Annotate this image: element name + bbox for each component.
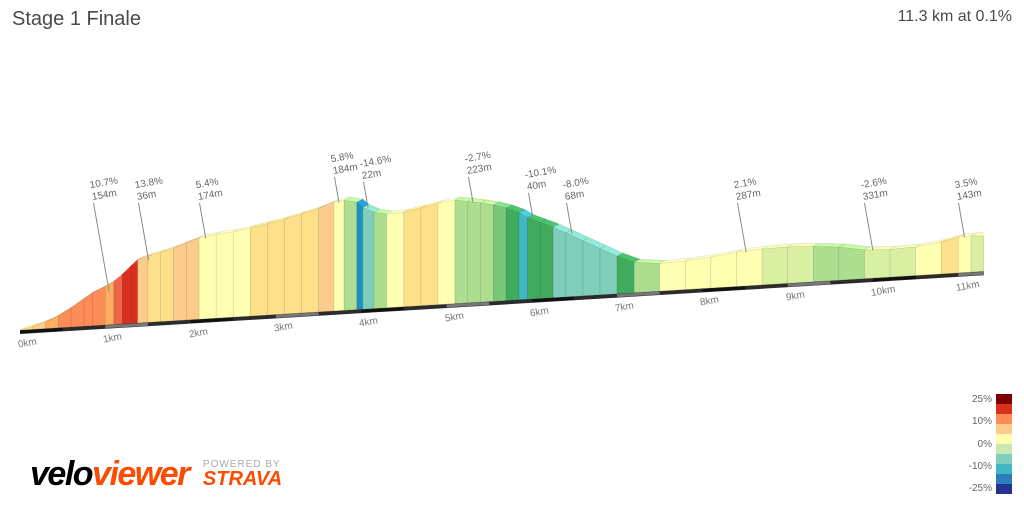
legend-colorbar xyxy=(996,394,1012,494)
elevation-profile xyxy=(20,120,984,380)
legend-label: -25% xyxy=(969,483,992,494)
logo-viewer: viewer xyxy=(92,455,189,493)
legend-swatch xyxy=(996,404,1012,414)
legend-swatch xyxy=(996,424,1012,434)
footer: veloviewer POWERED BY STRAVA xyxy=(30,455,282,494)
legend-label: 0% xyxy=(969,439,992,450)
legend-label: 10% xyxy=(969,416,992,427)
legend-swatch xyxy=(996,474,1012,484)
legend-swatch xyxy=(996,484,1012,494)
powered-by: POWERED BY STRAVA xyxy=(203,459,282,491)
legend-swatch xyxy=(996,414,1012,424)
legend-swatch xyxy=(996,454,1012,464)
gradient-legend: 25% 10% 0% -10% -25% xyxy=(969,394,1012,494)
strava-logo: STRAVA xyxy=(203,468,282,491)
legend-label: 25% xyxy=(969,394,992,405)
legend-swatch xyxy=(996,394,1012,404)
legend-swatch xyxy=(996,444,1012,454)
route-stats: 11.3 km at 0.1% xyxy=(898,8,1012,26)
veloviewer-logo: veloviewer xyxy=(30,455,189,494)
legend-labels: 25% 10% 0% -10% -25% xyxy=(969,394,996,494)
legend-label: -10% xyxy=(969,461,992,472)
legend-swatch xyxy=(996,464,1012,474)
logo-velo: velo xyxy=(30,455,92,493)
legend-swatch xyxy=(996,434,1012,444)
page-title: Stage 1 Finale xyxy=(12,8,141,31)
